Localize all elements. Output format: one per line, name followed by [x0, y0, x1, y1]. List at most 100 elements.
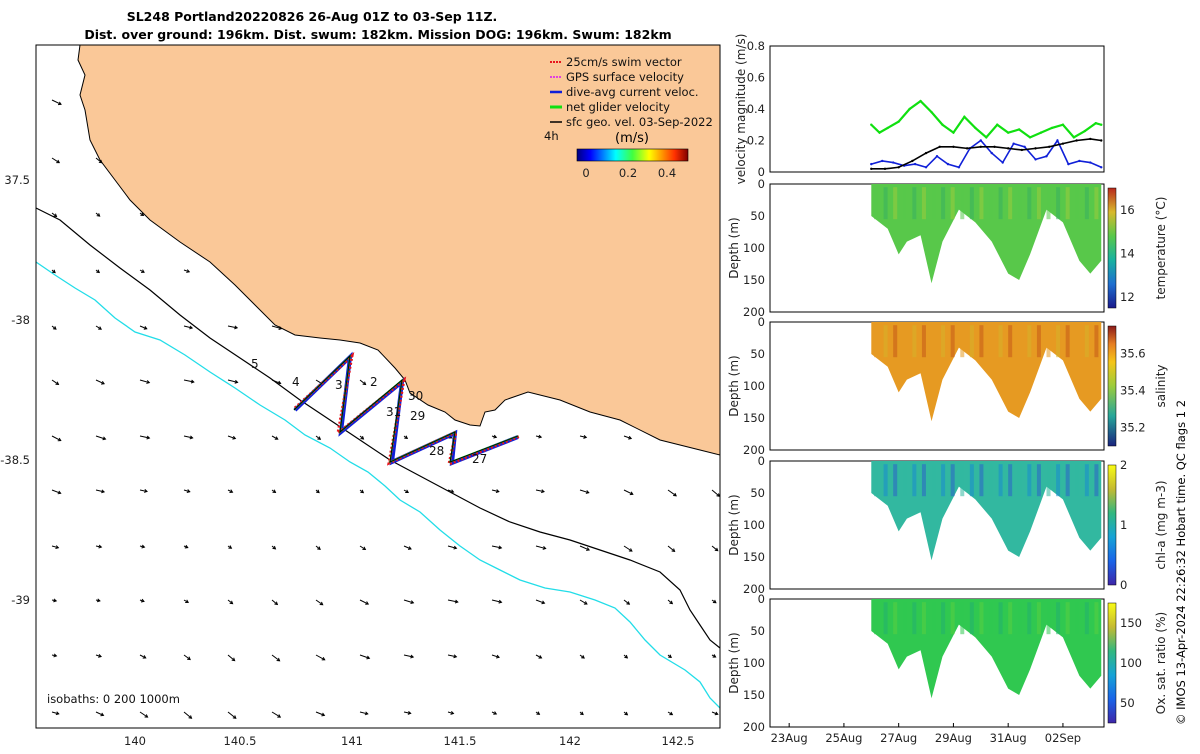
colorbar-tick: 0.2 [619, 166, 637, 180]
velocity-point [897, 120, 900, 123]
velocity-arrow [95, 654, 102, 658]
section-streak [1094, 325, 1099, 358]
section-colorbar [1107, 602, 1117, 724]
velocity-arrow [535, 489, 545, 494]
colorbar-title: (m/s) [615, 131, 649, 146]
x-tick-label: 27Aug [880, 731, 917, 745]
colorbar-tick: 150 [1120, 616, 1142, 630]
velocity-point [985, 136, 988, 139]
velocity-arrow [315, 599, 324, 606]
section-streak [912, 464, 917, 497]
velocity-arrow [139, 325, 148, 330]
velocity-arrow [95, 157, 103, 164]
section-streak [1056, 464, 1061, 497]
velocity-arrow [623, 654, 629, 659]
velocity-arrow [271, 599, 279, 606]
velocity-arrow [623, 599, 631, 605]
y-tick-label: 37.5 [4, 173, 30, 187]
section-streak [960, 602, 965, 635]
velocity-point [1075, 139, 1078, 142]
map-x-axis: 140 140.5 141 141.5 142 142.5 [124, 734, 694, 748]
velocity-arrow [51, 379, 60, 385]
section-streak [912, 602, 917, 635]
section-streak [950, 325, 955, 358]
y-tick-label: 50 [750, 209, 765, 223]
velocity-arrow [403, 435, 409, 439]
colorbar-tick: 16 [1120, 203, 1135, 217]
x-tick-label: 02Sep [1045, 731, 1081, 745]
velocity-point [974, 126, 977, 130]
isobath-200m [36, 207, 720, 649]
velocity-arrow [51, 325, 57, 330]
x-tick-label: 140.5 [224, 734, 257, 748]
velocity-arrow [139, 654, 147, 659]
section-streak [1008, 602, 1013, 635]
velocity-arrow [491, 545, 503, 550]
velocity-arrow [491, 489, 500, 493]
velocity-point [979, 145, 983, 148]
section-streak [902, 325, 907, 358]
velocity-arrow [403, 654, 415, 659]
velocity-arrow [667, 489, 677, 497]
colorbar-tick: 35.2 [1120, 421, 1146, 435]
velocity-arrow [95, 379, 105, 385]
velocity-arrow [359, 379, 367, 386]
depth-section-panel: 0 50 100 150 200 Depth (m) 35.2 35.4 35.6 salinit… [727, 315, 1168, 457]
y-tick-label: 0.6 [747, 71, 765, 85]
velocity-point [1012, 142, 1015, 145]
velocity-point [878, 131, 881, 134]
velocity-arrow [51, 435, 62, 442]
section-streak [902, 602, 907, 635]
velocity-arrow [359, 711, 369, 716]
velocity-point [897, 166, 900, 169]
y-tick-label: -38.5 [0, 453, 30, 467]
section-streak [1008, 325, 1013, 358]
velocity-point [1089, 137, 1092, 141]
velocity-point [946, 162, 950, 166]
x-tick-label: 25Aug [825, 731, 862, 745]
velocity-point [1023, 145, 1026, 148]
colorbar-label: salinity [1154, 364, 1168, 407]
velocity-point [941, 123, 944, 126]
legend-entry: dive-avg current veloc. [566, 85, 699, 99]
velocity-arrow [667, 654, 672, 659]
velocity-arrow [271, 325, 283, 330]
velocity-arrow [95, 544, 103, 549]
velocity-arrow [183, 379, 195, 384]
velocity-arrow [227, 599, 234, 605]
velocity-arrow [227, 379, 239, 384]
y-tick-label: 50 [750, 347, 765, 361]
velocity-arrow [271, 711, 282, 718]
velocity-arrow [623, 711, 629, 716]
section-streak [1094, 187, 1099, 220]
section-streak [1046, 325, 1051, 358]
colorbar-label: temperature (°C) [1154, 197, 1168, 300]
velocity-arrow [447, 489, 455, 494]
y-tick-label: 100 [743, 379, 765, 393]
depth-section-panel: 0 50 100 150 200 Depth (m) 12 14 16 temperature (… [727, 177, 1168, 319]
section-streak [941, 325, 946, 358]
section-streak [902, 187, 907, 220]
section-streak [883, 464, 888, 497]
velocity-point [1001, 161, 1004, 164]
velocity-arrow [271, 654, 281, 662]
velocity-arrow [51, 269, 56, 274]
y-tick-label: 150 [743, 273, 765, 287]
velocity-arrow [271, 545, 277, 550]
section-colorbar [1107, 464, 1117, 586]
velocity-point [1056, 139, 1059, 142]
map-y-axis: 37.5 -38 -38.5 -39 [0, 173, 30, 607]
section-streak [941, 602, 946, 635]
velocity-arrow [183, 489, 191, 493]
section-streak [969, 187, 974, 220]
section-streak [1084, 464, 1089, 497]
section-streak [893, 602, 898, 635]
velocity-arrow [227, 435, 237, 440]
velocity-arrow [95, 325, 102, 330]
velocity-arrow [51, 489, 62, 495]
velocity-point [935, 155, 939, 158]
map-frame [35, 44, 721, 729]
velocity-arrow [447, 654, 458, 659]
surface-velocity-arrows [51, 99, 720, 719]
